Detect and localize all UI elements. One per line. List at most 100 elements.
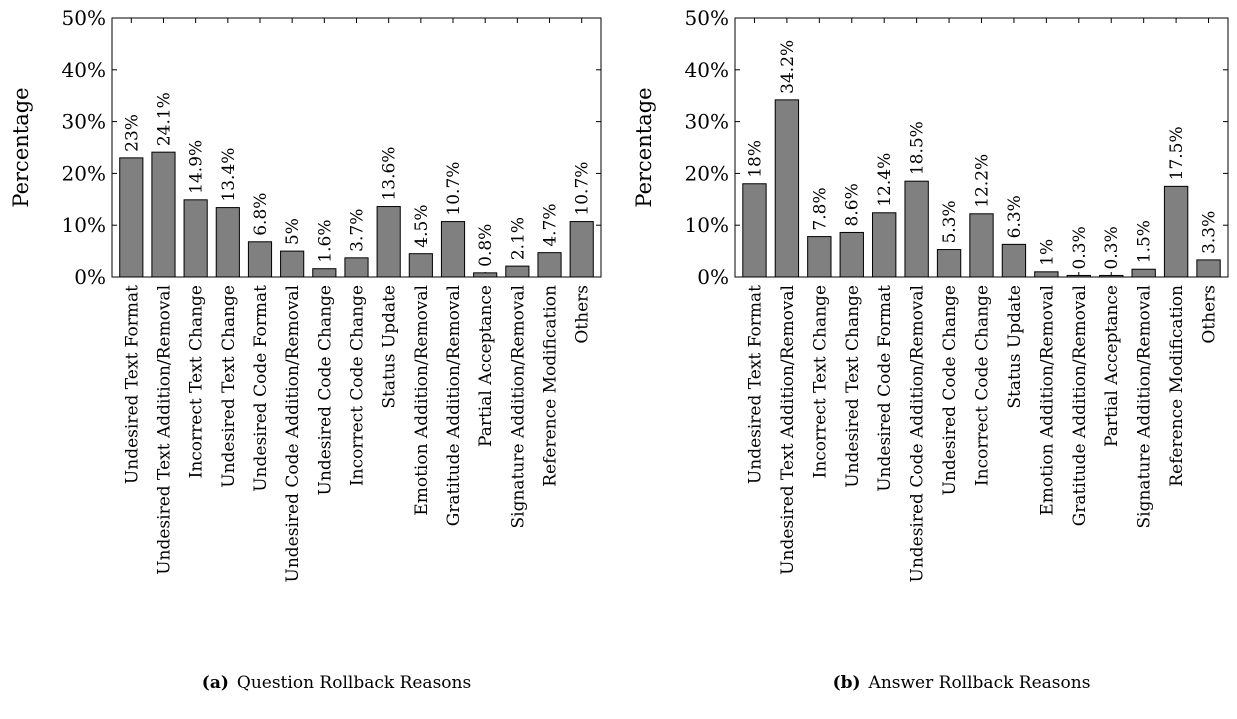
bar [408, 253, 433, 278]
value-label: 13.6% [380, 147, 400, 201]
y-tick-label: 50% [685, 6, 729, 30]
value-label: 14.9% [187, 140, 207, 194]
value-label: 12.4% [875, 153, 895, 207]
caption-text: Answer Rollback Reasons [868, 673, 1091, 693]
value-label: 1.5% [1135, 220, 1155, 263]
bar [505, 265, 530, 278]
bar [1163, 185, 1189, 278]
category-label: Reference Modification [541, 285, 561, 487]
caption-prefix: (b) [833, 673, 861, 693]
y-tick-label: 30% [62, 110, 106, 134]
value-label: 4.5% [412, 204, 432, 247]
answer-rollback-chart: 0% 10% 20% 30% 40% 50% Percentage 18% Undesired … [632, 6, 1229, 693]
category-label: Signature Addition/Removal [1135, 285, 1155, 528]
category-label: Others [1200, 285, 1220, 344]
caption-text: Question Rollback Reasons [237, 673, 471, 693]
bar [312, 268, 337, 278]
value-label: 0.3% [1102, 226, 1122, 269]
question-rollback-chart: 0% 10% 20% 30% 40% 50% Percentage 23% Undesired … [9, 6, 602, 693]
y-tick-label: 10% [685, 213, 729, 237]
category-label: Undesired Code Change [940, 285, 960, 495]
value-label: 0.3% [1070, 226, 1090, 269]
bar [1066, 274, 1091, 278]
value-label: 23% [122, 114, 142, 152]
y-axis-title: Percentage [632, 87, 656, 207]
bar [1001, 243, 1027, 278]
bar [807, 236, 832, 278]
category-label: Undesired Code Change [315, 285, 335, 495]
value-label: 18% [745, 140, 765, 178]
category-label: Signature Addition/Removal [508, 285, 528, 528]
bar [440, 221, 466, 278]
bar [473, 272, 498, 278]
value-label: 3.3% [1200, 211, 1220, 254]
category-label: Incorrect Code Change [973, 285, 993, 486]
category-label: Gratitude Addition/Removal [444, 285, 464, 526]
category-label: Reference Modification [1167, 285, 1187, 487]
value-label: 34.2% [778, 40, 798, 94]
category-label: Undesired Code Format [875, 285, 895, 492]
bar [280, 250, 305, 278]
category-label: Undesired Text Change [843, 285, 863, 488]
category-label: Undesired Text Addition/Removal [778, 285, 798, 575]
category-label: Undesired Code Addition/Removal [908, 285, 928, 583]
value-label: 17.5% [1167, 126, 1187, 180]
bar [119, 157, 144, 278]
bar [151, 151, 176, 278]
value-label: 12.2% [973, 154, 993, 208]
category-label: Incorrect Text Change [187, 285, 207, 478]
bar [936, 249, 962, 278]
bar [904, 180, 929, 278]
y-tick-label: 20% [685, 161, 729, 185]
bar [344, 257, 369, 278]
y-tick-label: 30% [685, 110, 729, 134]
y-tick-label: 40% [62, 58, 106, 82]
bar [215, 207, 240, 278]
value-label: 6.3% [1005, 195, 1025, 238]
category-label: Incorrect Text Change [810, 285, 830, 478]
bar [376, 206, 401, 278]
value-label: 1.6% [315, 220, 335, 263]
value-label: 6.8% [251, 193, 271, 236]
y-tick-label: 40% [685, 58, 729, 82]
y-axis-title: Percentage [9, 87, 33, 207]
category-label: Others [573, 285, 593, 344]
category-label: Undesired Text Change [219, 285, 239, 488]
category-label: Undesired Text Addition/Removal [154, 285, 174, 575]
y-tick-label: 20% [62, 161, 106, 185]
value-label: 13.4% [219, 148, 239, 202]
bar [969, 213, 994, 278]
bar [247, 241, 273, 278]
category-label: Status Update [380, 285, 400, 409]
bar [742, 183, 767, 278]
value-label: 3.7% [348, 209, 368, 252]
value-label: 1% [1037, 239, 1057, 266]
bar [1034, 271, 1059, 278]
category-label: Undesired Code Addition/Removal [283, 285, 303, 583]
y-tick-label: 10% [62, 213, 106, 237]
value-label: 4.7% [541, 203, 561, 246]
category-label: Status Update [1005, 285, 1025, 409]
value-label: 24.1% [154, 92, 174, 146]
bar [1131, 268, 1156, 278]
chart-caption: (a) Question Rollback Reasons [202, 673, 471, 693]
bar [537, 252, 562, 278]
category-label: Incorrect Code Change [348, 285, 368, 486]
bar [774, 99, 800, 278]
category-label: Gratitude Addition/Removal [1070, 285, 1090, 526]
category-label: Partial Acceptance [476, 285, 496, 447]
bar [1099, 274, 1124, 278]
caption-prefix: (a) [202, 673, 229, 693]
category-label: Emotion Addition/Removal [1037, 285, 1057, 516]
value-label: 18.5% [908, 121, 928, 175]
chart-caption: (b) Answer Rollback Reasons [833, 673, 1091, 693]
y-tick-label: 0% [697, 265, 729, 289]
bar [872, 212, 897, 278]
y-tick-label: 0% [74, 265, 106, 289]
category-label: Undesired Text Format [745, 285, 765, 484]
value-label: 2.1% [508, 217, 528, 260]
value-label: 10.7% [573, 162, 593, 216]
y-tick-label: 50% [62, 6, 106, 30]
value-label: 7.8% [810, 187, 830, 230]
